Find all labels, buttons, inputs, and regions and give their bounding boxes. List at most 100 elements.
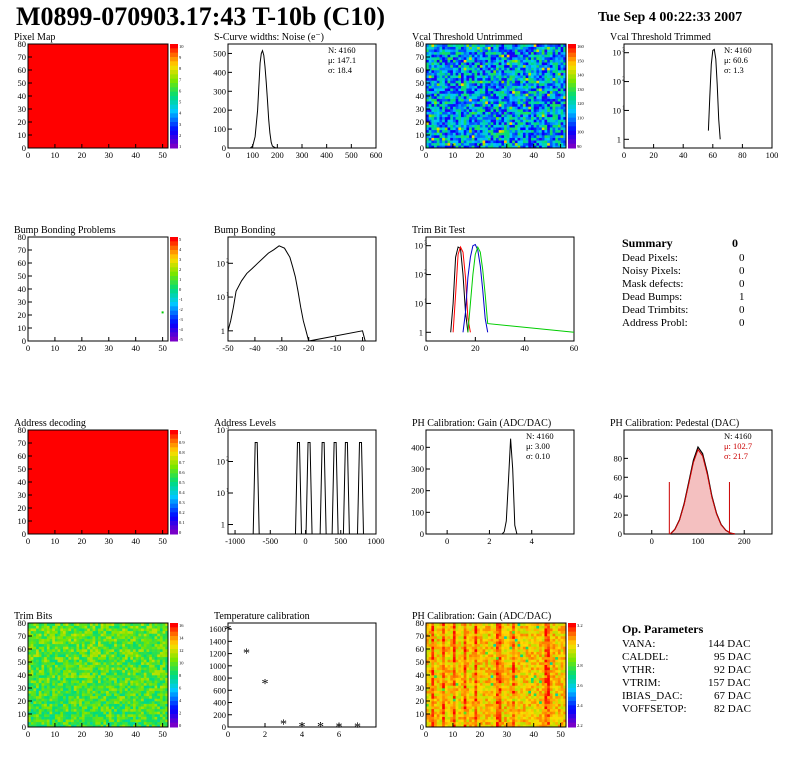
heatmap-cell	[73, 716, 77, 720]
heatmap-cell	[547, 129, 551, 133]
heatmap-cell	[439, 46, 443, 50]
heatmap-cell	[63, 698, 66, 702]
heatmap-cell	[525, 111, 529, 115]
heatmap-cell	[108, 641, 112, 645]
heatmap-cell	[490, 132, 494, 136]
heatmap-cell	[490, 64, 494, 68]
palette-swatch	[170, 486, 178, 492]
heatmap-cell	[517, 142, 521, 146]
heatmap-cell	[552, 114, 556, 118]
heatmap-cell	[479, 122, 483, 125]
heatmap-cells	[426, 623, 567, 728]
heatmap-cell	[162, 680, 166, 684]
heatmap-cell	[522, 75, 526, 79]
heatmap-cell	[84, 716, 88, 720]
heatmap-cell	[541, 124, 545, 128]
heatmap-cell	[552, 111, 556, 115]
heatmap-cell	[154, 625, 158, 629]
heatmap-cell	[477, 724, 481, 728]
heatmap-cell	[563, 62, 567, 66]
heatmap-cell	[60, 698, 64, 702]
heatmap-cell	[461, 67, 464, 71]
heatmap-cell	[65, 716, 69, 720]
heatmap-cell	[106, 643, 110, 647]
heatmap-cell	[124, 680, 128, 684]
heatmap-cell	[525, 93, 529, 97]
heatmap-cell	[531, 129, 534, 133]
heatmap-cell	[436, 77, 440, 81]
heatmap-cell	[127, 636, 131, 639]
heatmap-cell	[57, 708, 61, 712]
heatmap-cell	[525, 77, 529, 81]
heatmap-cell	[30, 677, 34, 681]
heatmap-cell	[60, 706, 64, 710]
heatmap-cell	[98, 693, 101, 697]
heatmap-cell	[44, 708, 48, 712]
palette-tick-label: 2	[179, 711, 181, 716]
heatmap-cell	[514, 64, 518, 68]
heatmap-cell	[428, 721, 432, 725]
heatmap-cell	[469, 90, 473, 94]
heatmap-cell	[146, 664, 150, 668]
heatmap-cell	[52, 701, 56, 704]
heatmap-cell	[119, 669, 123, 673]
heatmap-cell	[71, 628, 75, 632]
heatmap-cell	[63, 706, 66, 710]
heatmap-cell	[428, 59, 432, 63]
y-tick-label: 1	[221, 520, 225, 530]
heatmap-cell	[514, 77, 518, 81]
heatmap-cell	[555, 135, 559, 138]
heatmap-cell	[474, 101, 478, 105]
heatmap-cell	[557, 46, 561, 50]
heatmap-cell	[71, 698, 75, 702]
heatmap-cell	[512, 122, 516, 125]
heatmap-cell	[49, 646, 53, 650]
heatmap-cell	[124, 693, 128, 697]
heatmap-cell	[79, 630, 83, 634]
heatmap-cell	[122, 711, 126, 715]
panel-temperature: Temperature calibration 0 200 400 600 800 1000…	[209, 609, 390, 739]
heatmap-cell	[146, 625, 150, 629]
heatmap-cell	[450, 98, 454, 102]
heatmap-cell	[149, 630, 153, 634]
heatmap-cell	[471, 135, 475, 138]
heatmap-cell	[485, 103, 489, 107]
heatmap-cell	[138, 649, 142, 652]
heatmap-cell	[436, 70, 440, 73]
heatmap-cell	[520, 119, 524, 123]
heatmap-cell	[44, 711, 48, 715]
heatmap-cell	[485, 132, 489, 136]
heatmap-cell	[63, 675, 66, 678]
heatmap-cell	[490, 122, 494, 125]
heatmap-cell	[122, 682, 126, 686]
heatmap-cell	[455, 54, 459, 58]
heatmap-cell	[517, 140, 521, 144]
heatmap-cell	[498, 77, 502, 81]
heatmap-cell	[426, 119, 429, 123]
heatmap-cell	[41, 677, 45, 681]
heatmap-cell	[89, 714, 93, 717]
heatmap-cell	[98, 643, 101, 647]
heatmap-cell	[33, 638, 37, 642]
heatmap-cell	[496, 98, 499, 102]
heatmap-cell	[533, 59, 537, 63]
heatmap-cell	[469, 51, 473, 55]
heatmap-cell	[520, 103, 524, 107]
heatmap-cell	[496, 67, 499, 71]
heatmap-cell	[92, 711, 96, 715]
heatmap-cell	[159, 662, 163, 665]
heatmap-cell	[428, 716, 432, 720]
palette-swatch	[170, 503, 178, 509]
heatmap-cell	[428, 111, 432, 115]
heatmap-cell	[525, 132, 529, 136]
heatmap-cell	[76, 638, 80, 642]
heatmap-cell	[549, 142, 553, 146]
heatmap-cell	[482, 109, 486, 112]
heatmap-cell	[477, 127, 481, 131]
heatmap-cell	[455, 109, 459, 112]
heatmap-cell	[450, 127, 454, 131]
heatmap-cell	[36, 641, 40, 645]
summary-row-value: 0	[739, 278, 745, 290]
heatmap-cell	[60, 664, 64, 668]
heatmap-cell	[111, 721, 115, 725]
